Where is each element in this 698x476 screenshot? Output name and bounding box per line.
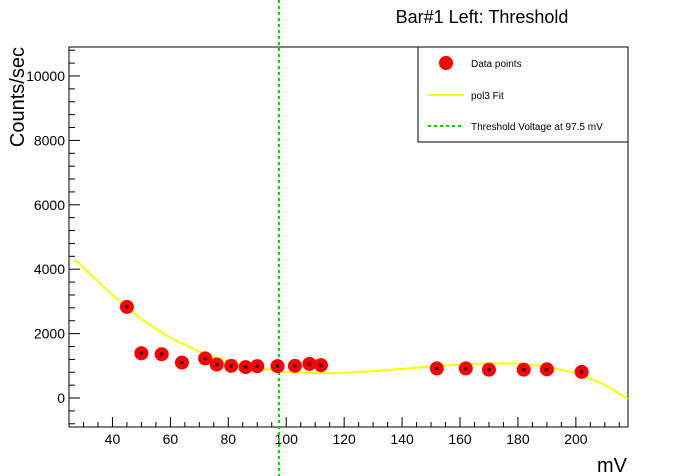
legend-label-fit: pol3 Fit xyxy=(471,91,504,102)
data-point-center xyxy=(180,361,184,365)
plot-frame xyxy=(68,46,629,428)
x-axis-label: mV xyxy=(597,455,628,476)
y-axis: 0 2000 4000 6000 8000 10000 xyxy=(26,49,80,425)
data-point-center xyxy=(229,364,233,368)
data-point-center xyxy=(203,356,207,360)
x-tick-label: 60 xyxy=(163,431,179,447)
data-point-center xyxy=(522,368,526,372)
y-tick-label: 10000 xyxy=(26,68,65,84)
y-tick-label: 2000 xyxy=(34,326,65,342)
data-point-center xyxy=(276,364,280,368)
data-point-center xyxy=(160,352,164,356)
data-point-center xyxy=(293,364,297,368)
data-point-center xyxy=(580,370,584,374)
data-point-center xyxy=(215,363,219,367)
x-tick-label: 100 xyxy=(275,431,299,447)
fit-curve xyxy=(74,258,629,400)
data-point-center xyxy=(545,367,549,371)
y-tick-label: 6000 xyxy=(34,197,65,213)
data-point-center xyxy=(464,366,468,370)
x-tick-label: 40 xyxy=(105,431,121,447)
x-axis: 40 60 80 100 120 140 160 180 200 xyxy=(82,417,620,447)
data-point-center xyxy=(139,351,143,355)
fit-curve-layer xyxy=(74,258,629,400)
data-point-center xyxy=(125,305,129,309)
y-tick-label: 8000 xyxy=(34,132,65,148)
data-point-center xyxy=(435,366,439,370)
x-tick-label: 120 xyxy=(332,431,356,447)
legend-label-data-points: Data points xyxy=(471,59,522,70)
x-tick-label: 180 xyxy=(506,431,530,447)
y-tick-label: 4000 xyxy=(34,261,65,277)
legend: Data points pol3 Fit Threshold Voltage a… xyxy=(417,46,629,143)
y-axis-label: Counts/sec xyxy=(7,47,29,147)
chart-title: Bar#1 Left: Threshold xyxy=(396,7,569,27)
legend-marker-data-points xyxy=(439,56,453,70)
data-point-center xyxy=(319,363,323,367)
x-tick-label: 160 xyxy=(448,431,472,447)
x-tick-label: 140 xyxy=(390,431,414,447)
data-points-layer xyxy=(119,299,589,379)
legend-label-threshold: Threshold Voltage at 97.5 mV xyxy=(471,122,603,133)
data-point-center xyxy=(244,365,248,369)
data-point-center xyxy=(487,368,491,372)
y-tick-label: 0 xyxy=(57,390,65,406)
x-tick-label: 200 xyxy=(564,431,588,447)
data-point-center xyxy=(255,364,259,368)
data-point-center xyxy=(307,362,311,366)
x-tick-label: 80 xyxy=(221,431,237,447)
